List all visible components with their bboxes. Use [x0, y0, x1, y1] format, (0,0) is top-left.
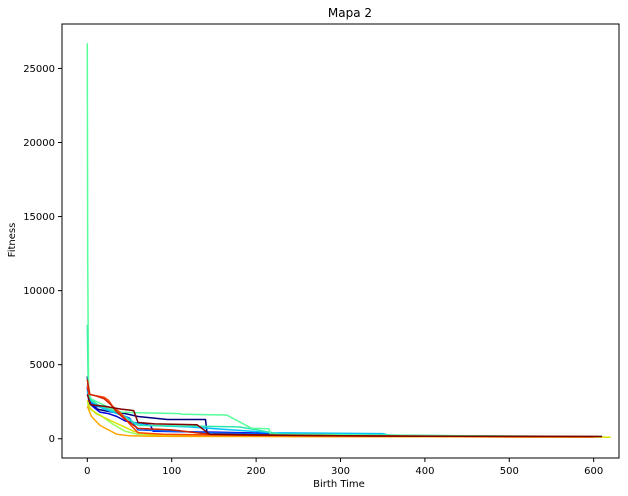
x-tick-label: 500 — [500, 466, 519, 477]
y-tick-label: 10000 — [23, 286, 55, 297]
x-tick-label: 600 — [584, 466, 603, 477]
series-line-12 — [86, 394, 603, 438]
x-tick-label: 300 — [331, 466, 350, 477]
series-line-6 — [86, 43, 598, 437]
x-tick-label: 100 — [162, 466, 181, 477]
y-tick-label: 5000 — [30, 360, 55, 371]
chart-title: Mapa 2 — [328, 6, 372, 20]
x-axis-label: Birth Time — [313, 479, 365, 490]
y-tick-label: 20000 — [23, 138, 55, 149]
x-tick-label: 400 — [415, 466, 434, 477]
axes-layer: 0 100 200 300 400 500 600 0 5000 10000 15000 20000 2… — [23, 23, 620, 477]
x-tick-label: 200 — [247, 466, 266, 477]
y-tick-label: 0 — [49, 434, 55, 445]
y-tick-label: 25000 — [23, 64, 55, 75]
x-tick-label: 0 — [84, 466, 90, 477]
y-axis-label: Fitness — [7, 223, 18, 258]
series-layer — [86, 43, 611, 439]
y-tick-label: 15000 — [23, 212, 55, 223]
